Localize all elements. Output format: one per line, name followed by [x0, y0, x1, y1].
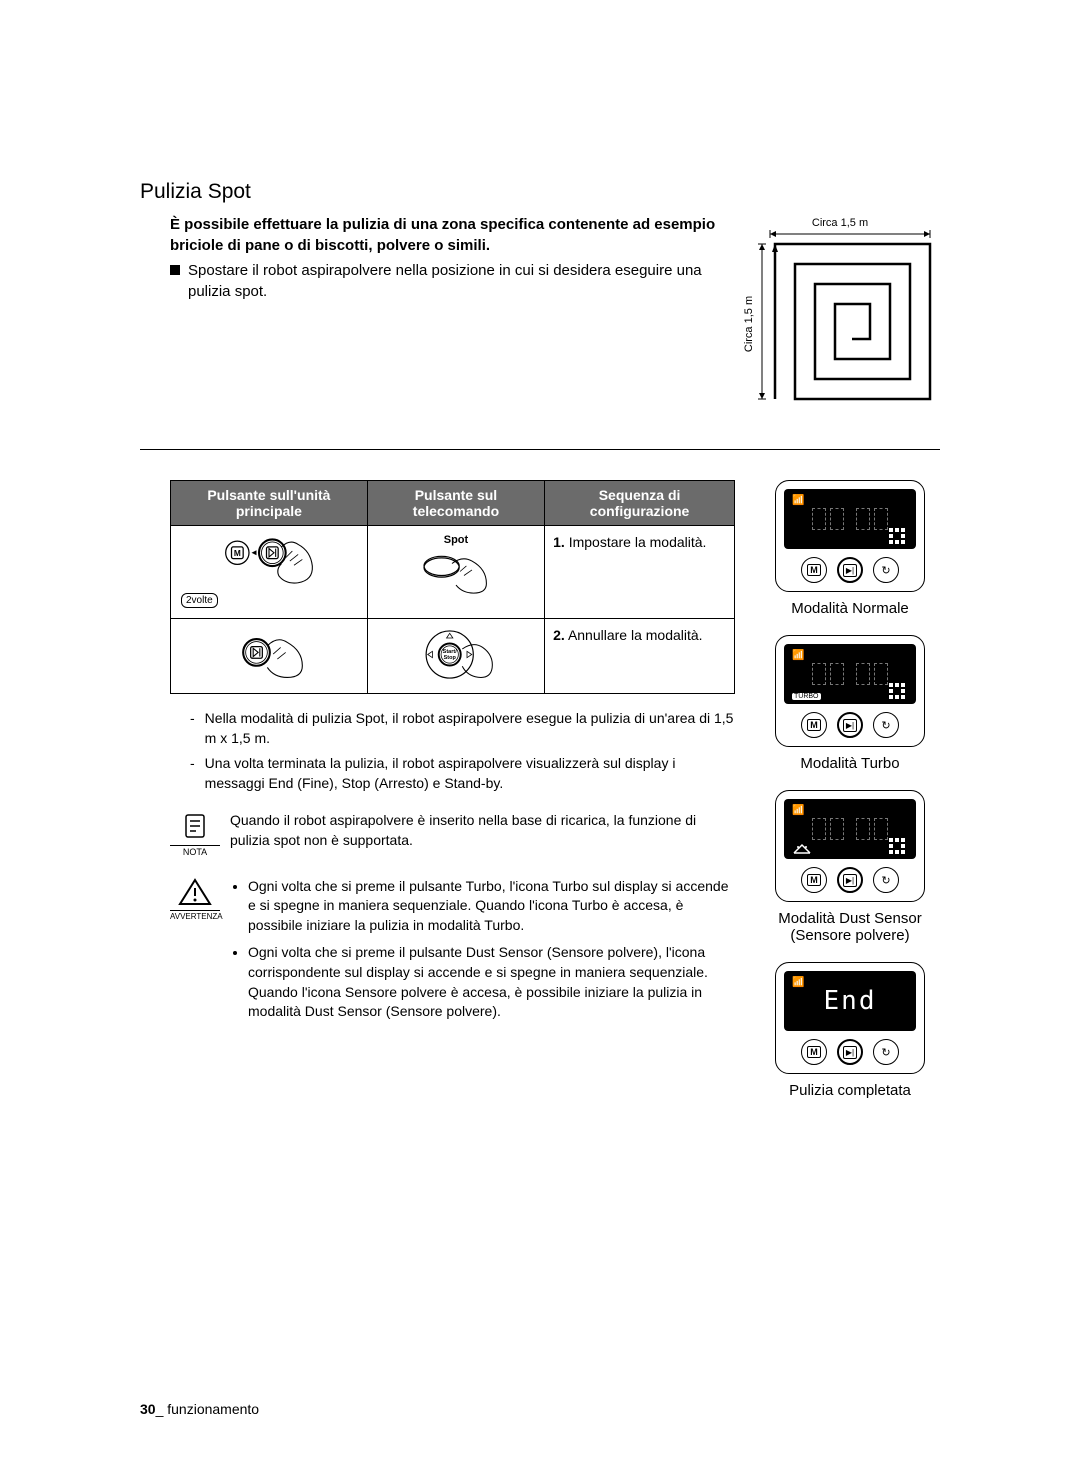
display-buttons: M ▶| ↻ — [784, 867, 916, 893]
hand-press-play-icon — [219, 627, 319, 682]
note-1-text: Nella modalità di pulizia Spot, il robot… — [205, 709, 735, 748]
seq1-text: Impostare la modalità. — [569, 534, 707, 550]
remote-spot-icon — [416, 546, 496, 601]
spot-mode-icon — [888, 527, 906, 545]
remote-dpad-icon: Start/ Stop — [416, 627, 496, 682]
remote-spot-label: Spot — [376, 534, 536, 546]
display-panel-turbo: 📶 TURBO M ▶| ↻ — [775, 635, 925, 747]
notes-list: - Nella modalità di pulizia Spot, il rob… — [170, 709, 735, 793]
intro-bold: È possibile effettuare la pulizia di una… — [170, 214, 720, 256]
cell-unit-2 — [171, 619, 368, 694]
content-row: Pulsante sull'unità principale Pulsante … — [170, 480, 940, 1117]
th-unit: Pulsante sull'unità principale — [171, 481, 368, 526]
spot-mode-icon — [888, 682, 906, 700]
warning-list: Ogni volta che si preme il pulsante Turb… — [230, 877, 735, 1030]
intro-bullet-row: Spostare il robot aspirapolvere nella po… — [170, 260, 720, 302]
svg-text:Stop: Stop — [444, 655, 457, 661]
divider — [140, 449, 940, 450]
seq2-text: Annullare la modalità. — [568, 627, 703, 643]
badge-2volte: 2volte — [181, 593, 218, 608]
mode-label-end: Pulizia completata — [760, 1082, 940, 1099]
display-panel-end: 📶 End M ▶| ↻ — [775, 962, 925, 1074]
seq1-num: 1. — [553, 534, 565, 550]
cell-seq-1: 1. Impostare la modalità. — [545, 526, 735, 619]
spot-mode-icon — [888, 837, 906, 855]
spiral-diagram: Circa 1,5 m Circa 1,5 m — [740, 214, 940, 409]
nota-label: NOTA — [170, 845, 220, 859]
wifi-icon: 📶 — [792, 650, 804, 661]
play-button[interactable]: ▶| — [837, 1039, 863, 1065]
note-2: - Una volta terminata la pulizia, il rob… — [170, 754, 735, 793]
left-column: Pulsante sull'unità principale Pulsante … — [170, 480, 735, 1117]
display-buttons: M ▶| ↻ — [784, 712, 916, 738]
end-display-text: End — [824, 986, 877, 1016]
display-buttons: M ▶| ↻ — [784, 1039, 916, 1065]
right-column: 📶 M ▶| ↻ Modalità Normale 📶 TURBO — [760, 480, 940, 1117]
display-screen-normal: 📶 — [784, 489, 916, 549]
cell-unit-1: M 2volte — [171, 526, 368, 619]
play-button[interactable]: ▶| — [837, 557, 863, 583]
note-1: - Nella modalità di pulizia Spot, il rob… — [170, 709, 735, 748]
intro-bullet-text: Spostare il robot aspirapolvere nella po… — [188, 260, 720, 302]
mode-label-turbo: Modalità Turbo — [760, 755, 940, 772]
display-panel-normal: 📶 M ▶| ↻ — [775, 480, 925, 592]
display-screen-end: 📶 End — [784, 971, 916, 1031]
nota-icon: NOTA — [170, 811, 220, 858]
warning-callout: AVVERTENZA Ogni volta che si preme il pu… — [170, 877, 735, 1030]
th-seq: Sequenza di configurazione — [545, 481, 735, 526]
wifi-icon: 📶 — [792, 977, 804, 988]
mode-label-dust: Modalità Dust Sensor (Sensore polvere) — [760, 910, 940, 944]
intro-text: È possibile effettuare la pulizia di una… — [170, 214, 720, 409]
button-table: Pulsante sull'unità principale Pulsante … — [170, 480, 735, 694]
return-button[interactable]: ↻ — [873, 712, 899, 738]
th-remote: Pulsante sul telecomando — [367, 481, 544, 526]
m-button[interactable]: M — [801, 712, 827, 738]
nota-text: Quando il robot aspirapolvere è inserito… — [230, 811, 735, 858]
page-footer: 30_ funzionamento — [140, 1401, 259, 1417]
dim-v-text: Circa 1,5 m — [743, 296, 755, 352]
warning-item-1: Ogni volta che si preme il pulsante Turb… — [248, 877, 735, 936]
warning-label: AVVERTENZA — [170, 910, 220, 922]
display-screen-turbo: 📶 TURBO — [784, 644, 916, 704]
page-number: 30 — [140, 1401, 156, 1417]
wifi-icon: 📶 — [792, 495, 804, 506]
m-button[interactable]: M — [801, 1039, 827, 1065]
page-label: _ funzionamento — [156, 1401, 260, 1417]
seq2-num: 2. — [553, 627, 565, 643]
warning-item-2: Ogni volta che si preme il pulsante Dust… — [248, 943, 735, 1021]
m-button[interactable]: M — [801, 557, 827, 583]
section-title: Pulizia Spot — [140, 180, 940, 204]
square-bullet-icon — [170, 265, 180, 275]
svg-text:M: M — [234, 548, 241, 558]
note-2-text: Una volta terminata la pulizia, il robot… — [205, 754, 735, 793]
nota-callout: NOTA Quando il robot aspirapolvere è ins… — [170, 811, 735, 858]
warning-icon: AVVERTENZA — [170, 877, 220, 1030]
intro-block: È possibile effettuare la pulizia di una… — [170, 214, 940, 409]
display-screen-dust: 📶 — [784, 799, 916, 859]
hand-press-m-play-icon: M — [219, 534, 319, 589]
play-button[interactable]: ▶| — [837, 867, 863, 893]
turbo-badge: TURBO — [792, 693, 821, 700]
dim-h-text: Circa 1,5 m — [812, 217, 868, 229]
wifi-icon: 📶 — [792, 805, 804, 816]
play-button[interactable]: ▶| — [837, 712, 863, 738]
display-buttons: M ▶| ↻ — [784, 557, 916, 583]
return-button[interactable]: ↻ — [873, 1039, 899, 1065]
return-button[interactable]: ↻ — [873, 867, 899, 893]
dust-sensor-icon — [792, 843, 812, 855]
svg-text:Start/: Start/ — [443, 649, 458, 655]
cell-remote-2: Start/ Stop — [367, 619, 544, 694]
mode-label-normal: Modalità Normale — [760, 600, 940, 617]
cell-seq-2: 2. Annullare la modalità. — [545, 619, 735, 694]
display-panel-dust: 📶 M ▶| ↻ — [775, 790, 925, 902]
return-button[interactable]: ↻ — [873, 557, 899, 583]
cell-remote-1: Spot — [367, 526, 544, 619]
m-button[interactable]: M — [801, 867, 827, 893]
